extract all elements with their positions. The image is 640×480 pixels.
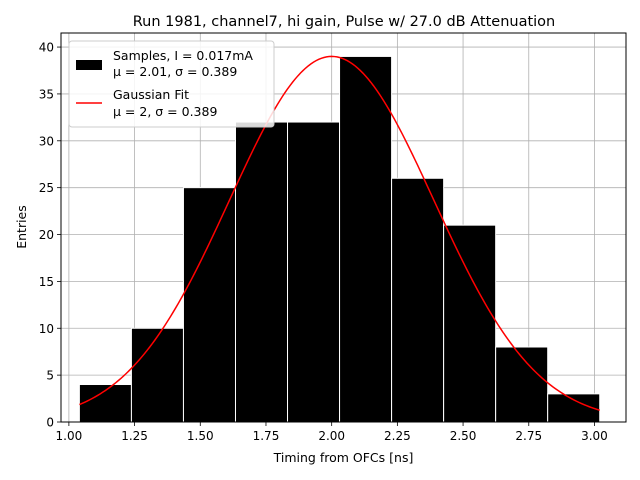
gaussian-fit: [79, 55, 600, 411]
histogram-bar: [182, 187, 236, 423]
gaussian-fit-curve: [79, 55, 600, 411]
x-axis-ticks: 1.00 1.25 1.50 1.75 2.00 2.25 2.50 2.75 3.00: [56, 422, 608, 443]
histogram-bar: [339, 55, 393, 423]
x-tick-label: 2.75: [515, 429, 542, 443]
histogram-bars: [78, 55, 601, 423]
histogram-bar: [130, 327, 184, 423]
x-tick-label: 3.00: [581, 429, 608, 443]
y-tick-label: 0: [46, 416, 54, 430]
y-tick-label: 35: [39, 87, 54, 101]
histogram-bar: [287, 121, 341, 423]
legend: Samples, I = 0.017mA μ = 2.01, σ = 0.389…: [68, 40, 275, 128]
x-tick-label: 1.50: [187, 429, 214, 443]
legend-label-samples-line1: Samples, I = 0.017mA: [113, 48, 253, 63]
x-axis-label: Timing from OFCs [ns]: [273, 450, 414, 465]
legend-label-fit-line2: μ = 2, σ = 0.389: [113, 104, 217, 119]
x-tick-label: 1.75: [253, 429, 280, 443]
legend-label-fit-line1: Gaussian Fit: [113, 87, 189, 102]
x-tick-label: 2.25: [384, 429, 411, 443]
y-tick-label: 15: [39, 275, 54, 289]
y-tick-label: 5: [46, 369, 54, 383]
chart-title: Run 1981, channel7, hi gain, Pulse w/ 27…: [133, 14, 556, 30]
legend-label-samples-line2: μ = 2.01, σ = 0.389: [113, 64, 237, 79]
legend-box: [68, 40, 275, 128]
histogram-bar: [443, 224, 497, 423]
x-tick-label: 2.50: [450, 429, 477, 443]
legend-swatch-samples: [76, 60, 102, 70]
y-tick-label: 30: [39, 134, 54, 148]
y-axis-ticks: 0 5 10 15 20 25 30 35 40: [39, 41, 61, 430]
y-axis-label: Entries: [14, 205, 29, 249]
x-tick-label: 1.00: [56, 429, 83, 443]
plot-frame: [60, 32, 627, 423]
histogram-bar: [391, 177, 445, 423]
y-tick-label: 10: [39, 322, 54, 336]
x-tick-label: 1.25: [121, 429, 148, 443]
histogram-bar: [234, 121, 289, 423]
y-tick-label: 40: [39, 41, 54, 55]
histogram-bar: [495, 346, 549, 423]
y-tick-label: 20: [39, 228, 54, 242]
y-tick-label: 25: [39, 181, 54, 195]
x-tick-label: 2.00: [318, 429, 345, 443]
